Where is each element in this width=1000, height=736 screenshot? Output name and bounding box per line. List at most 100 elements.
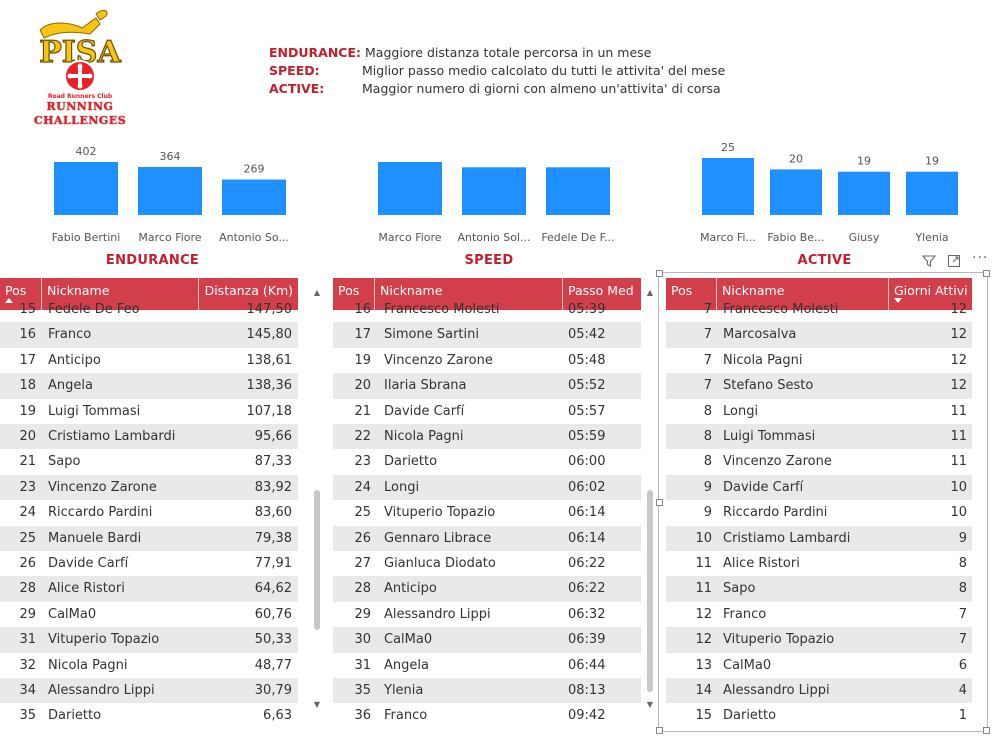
cell-pos: 31 xyxy=(354,657,371,673)
table-row[interactable]: 8 Vincenzo Zarone 11 xyxy=(666,449,972,474)
table-row[interactable]: 9 Davide Carfí 10 xyxy=(666,474,972,501)
bar-category-label: Marco Fiore xyxy=(378,231,441,244)
table-row[interactable]: 26 Davide Carfí 77,91 xyxy=(0,551,298,576)
bar-1[interactable] xyxy=(702,158,754,215)
bar-2[interactable] xyxy=(462,167,526,215)
scroll-down-icon[interactable]: ▼ xyxy=(646,700,654,709)
table-row[interactable]: 30 CalMa0 06:39 xyxy=(333,627,641,653)
column-header-nickname[interactable]: Nickname xyxy=(717,278,889,310)
bar-4[interactable] xyxy=(906,171,958,215)
scroll-down-icon[interactable]: ▼ xyxy=(982,700,985,710)
cell-nickname: Alessandro Lippi xyxy=(384,606,491,622)
table-row[interactable]: 14 Alessandro Lippi 4 xyxy=(666,678,972,704)
table-row[interactable]: 24 Longi 06:02 xyxy=(333,474,641,501)
bar-value-label: 364 xyxy=(160,150,181,163)
scroll-up-icon[interactable]: ▲ xyxy=(313,288,321,297)
table-row[interactable]: 35 Ylenia 08:13 xyxy=(333,678,641,704)
bar-category-label: Fabio Bertini xyxy=(52,231,121,244)
vertical-scrollbar[interactable]: ▲▼ xyxy=(645,280,655,720)
table-row[interactable]: 29 CalMa0 60,76 xyxy=(0,602,298,627)
table-row[interactable]: 24 Riccardo Pardini 83,60 xyxy=(0,500,298,525)
table-row[interactable]: 19 Luigi Tommasi 107,18 xyxy=(0,399,298,424)
cell-pos: 10 xyxy=(695,530,712,546)
table-row[interactable]: 22 Nicola Pagni 05:59 xyxy=(333,424,641,450)
table-row[interactable]: 16 Franco 145,80 xyxy=(0,322,298,348)
table-row[interactable]: 25 Manuele Bardi 79,38 xyxy=(0,525,298,551)
table-row-partial[interactable]: 7 Francesco Molesti 12 xyxy=(666,297,972,322)
cell-nickname: Cristiamo Lambardi xyxy=(48,429,176,444)
bar-2[interactable] xyxy=(770,169,822,215)
table-row[interactable]: 8 Longi 11 xyxy=(666,399,972,424)
table-row[interactable]: 20 Cristiamo Lambardi 95,66 xyxy=(0,424,298,450)
bar-2[interactable] xyxy=(138,167,202,215)
column-header-distanza-km[interactable]: Distanza (Km) xyxy=(199,278,298,310)
cell-nickname: Darietto xyxy=(384,454,438,470)
table-row[interactable]: 23 Vincenzo Zarone 83,92 xyxy=(0,474,298,501)
scroll-thumb[interactable] xyxy=(647,490,653,692)
table-row[interactable]: 11 Sapo 8 xyxy=(666,576,972,602)
table-row[interactable]: 17 Simone Sartini 05:42 xyxy=(333,322,641,348)
scroll-thumb[interactable] xyxy=(314,490,320,630)
table-row[interactable]: 12 Vituperio Topazio 7 xyxy=(666,627,972,653)
table-row[interactable]: 7 Marcosalva 12 xyxy=(666,322,972,348)
table-row-partial[interactable]: 16 Francesco Molesti 05:39 xyxy=(333,297,641,322)
bar-3[interactable] xyxy=(546,167,610,215)
table-row[interactable]: 17 Anticipo 138,61 xyxy=(0,348,298,373)
table-row[interactable]: 35 Darietto 6,63 xyxy=(0,703,298,728)
table-row[interactable]: 26 Gennaro Librace 06:14 xyxy=(333,525,641,551)
endurance-table[interactable]: Pos Nickname Distanza (Km) 15 Fedele De Feo… xyxy=(0,278,325,732)
table-row-partial[interactable]: 15 Fedele De Feo 147,50 xyxy=(0,297,298,322)
table-row[interactable]: 21 Davide Carfí 05:57 xyxy=(333,399,641,424)
table-row[interactable]: 34 Alessandro Lippi 30,79 xyxy=(0,678,298,704)
vertical-scrollbar[interactable]: ▲▼ xyxy=(982,280,984,720)
bar-1[interactable] xyxy=(54,162,118,215)
table-row[interactable]: 20 Ilaria Sbrana 05:52 xyxy=(333,373,641,399)
table-row[interactable]: 28 Alice Ristori 64,62 xyxy=(0,576,298,602)
speed-bar-chart[interactable]: Marco Fiore Antonio Sol... Fedele De F... xyxy=(370,135,625,247)
column-header-nickname[interactable]: Nickname xyxy=(42,278,199,310)
table-row[interactable]: 29 Alessandro Lippi 06:32 xyxy=(333,602,641,627)
active-bar-chart[interactable]: 25 Marco Fi... 20 Fabio Be... 19 Giusy 19 Yleni… xyxy=(695,135,970,247)
scroll-up-icon[interactable]: ▲ xyxy=(982,288,985,298)
more-options-icon[interactable]: ··· xyxy=(972,250,989,266)
table-row[interactable]: 18 Angela 138,36 xyxy=(0,373,298,399)
table-row[interactable]: 36 Franco 09:42 xyxy=(333,703,641,728)
table-row[interactable]: 31 Vituperio Topazio 50,33 xyxy=(0,627,298,653)
scroll-down-icon[interactable]: ▼ xyxy=(313,700,321,709)
vertical-scrollbar[interactable]: ▲▼ xyxy=(312,280,322,720)
column-header-pos[interactable]: Pos xyxy=(666,278,717,310)
table-row[interactable]: 8 Luigi Tommasi 11 xyxy=(666,424,972,450)
table-row[interactable]: 11 Alice Ristori 8 xyxy=(666,551,972,576)
active-table[interactable]: Pos Nickname Giorni Attivi 7 Francesco Mole… xyxy=(666,278,984,732)
table-row[interactable]: 15 Darietto 1 xyxy=(666,703,972,728)
cell-nickname: Alessandro Lippi xyxy=(48,683,155,698)
bar-3[interactable] xyxy=(838,171,890,215)
table-row[interactable]: 19 Vincenzo Zarone 05:48 xyxy=(333,348,641,373)
table-row[interactable]: 7 Nicola Pagni 12 xyxy=(666,348,972,373)
column-header-pos[interactable]: Pos xyxy=(333,278,375,310)
scroll-up-icon[interactable]: ▲ xyxy=(646,288,654,297)
focus-mode-icon[interactable] xyxy=(947,254,961,271)
table-row[interactable]: 21 Sapo 87,33 xyxy=(0,449,298,474)
table-row[interactable]: 25 Vituperio Topazio 06:14 xyxy=(333,500,641,525)
filter-icon[interactable] xyxy=(921,254,937,271)
table-row[interactable]: 27 Gianluca Diodato 06:22 xyxy=(333,551,641,576)
column-header-passo-med[interactable]: Passo Med xyxy=(563,278,641,310)
bar-1[interactable] xyxy=(378,162,442,215)
column-header-pos[interactable]: Pos xyxy=(0,278,42,310)
table-row[interactable]: 12 Franco 7 xyxy=(666,602,972,627)
column-header-nickname[interactable]: Nickname xyxy=(375,278,563,310)
table-row[interactable]: 7 Stefano Sesto 12 xyxy=(666,373,972,399)
endurance-bar-chart[interactable]: 402 Fabio Bertini 364 Marco Fiore 269 Antonio… xyxy=(40,135,310,247)
table-row[interactable]: 31 Angela 06:44 xyxy=(333,653,641,678)
table-row[interactable]: 32 Nicola Pagni 48,77 xyxy=(0,653,298,678)
table-row[interactable]: 13 CalMa0 6 xyxy=(666,653,972,678)
bar-3[interactable] xyxy=(222,179,286,215)
table-row[interactable]: 9 Riccardo Pardini 10 xyxy=(666,500,972,525)
cell-nickname: Angela xyxy=(384,657,429,673)
speed-table[interactable]: Pos Nickname Passo Med 16 Francesco Molesti… xyxy=(333,278,658,732)
table-row[interactable]: 23 Darietto 06:00 xyxy=(333,449,641,474)
column-header-giorni-attivi[interactable]: Giorni Attivi xyxy=(889,278,972,310)
table-row[interactable]: 10 Cristiamo Lambardi 9 xyxy=(666,525,972,551)
table-row[interactable]: 28 Anticipo 06:22 xyxy=(333,576,641,602)
